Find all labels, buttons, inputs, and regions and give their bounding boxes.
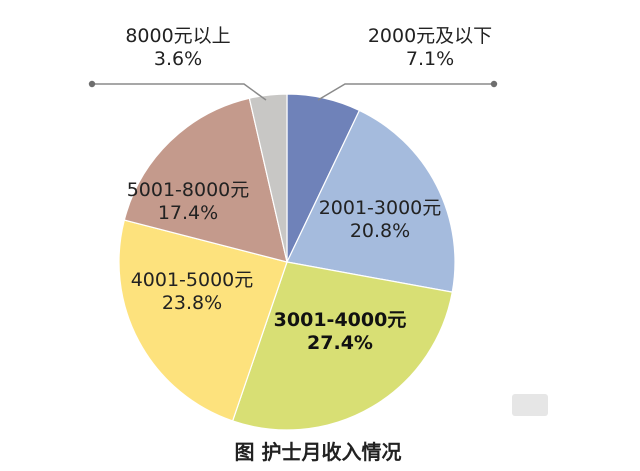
leader-dot <box>88 80 96 88</box>
chart-title: 图 护士月收入情况 <box>235 440 402 464</box>
pie-slice <box>118 219 288 422</box>
slice-value-label: 27.4% <box>307 332 373 354</box>
slice-value-label: 3.6% <box>154 48 202 70</box>
pie-slice <box>123 97 288 263</box>
leader-dot <box>490 80 498 88</box>
pie-slices <box>118 93 456 431</box>
slice-category-label: 5001-8000元 <box>127 179 250 201</box>
slice-category-label: 2001-3000元 <box>319 197 442 219</box>
slice-value-label: 7.1% <box>406 48 454 70</box>
leader-line <box>92 83 267 101</box>
slice-category-label: 3001-4000元 <box>274 309 407 331</box>
slice-value-label: 23.8% <box>162 292 222 314</box>
slice-category-label: 8000元以上 <box>125 25 230 47</box>
pie-slice <box>248 93 288 263</box>
slice-category-label: 4001-5000元 <box>131 269 254 291</box>
watermark-blur <box>512 394 548 416</box>
pie-slice <box>231 261 453 431</box>
leader-line <box>317 83 494 101</box>
pie-slice <box>286 109 456 293</box>
slice-value-label: 17.4% <box>158 202 218 224</box>
slice-value-label: 20.8% <box>350 220 410 242</box>
leader-lines <box>88 80 498 101</box>
slice-category-label: 2000元及以下 <box>368 25 492 47</box>
